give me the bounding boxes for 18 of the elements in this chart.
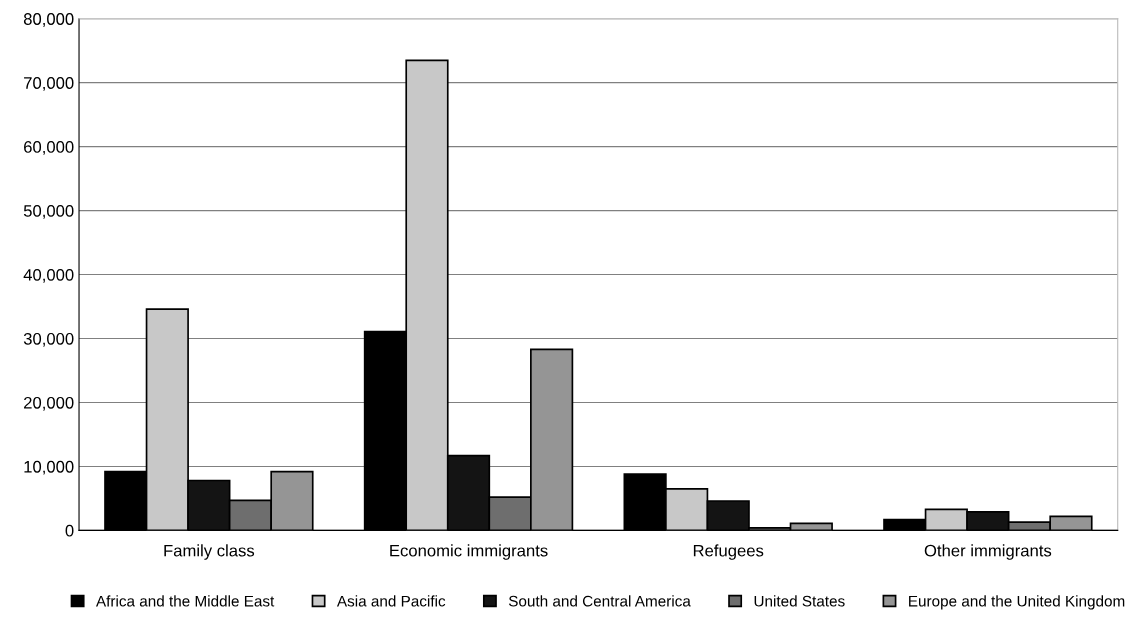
legend-label: Europe and the United Kingdom: [909, 595, 1125, 610]
legend-label: Africa and the Middle East: [95, 595, 275, 607]
y-tick-label: 0: [65, 524, 74, 537]
y-tick-label: 70,000: [24, 77, 74, 91]
y-tick-label: 20,000: [24, 396, 74, 411]
x-tick-label: Economic immigrants: [390, 544, 548, 560]
x-tick-label: Family class: [164, 544, 255, 560]
x-tick-label: Refugees: [693, 544, 764, 560]
y-tick-label: 30,000: [23, 332, 74, 347]
legend-label: Asia and Pacific: [336, 595, 446, 607]
x-tick-label: Other immigrants: [924, 544, 1052, 560]
legend-label: United States: [754, 595, 845, 607]
y-tick-label: 60,000: [24, 141, 74, 155]
y-tick-label: 10,000: [24, 460, 74, 475]
legend-label: South and Central America: [508, 595, 691, 607]
y-tick-label: 80,000: [23, 13, 74, 27]
y-tick-label: 40,000: [23, 268, 74, 283]
y-tick-label: 50,000: [23, 205, 74, 219]
